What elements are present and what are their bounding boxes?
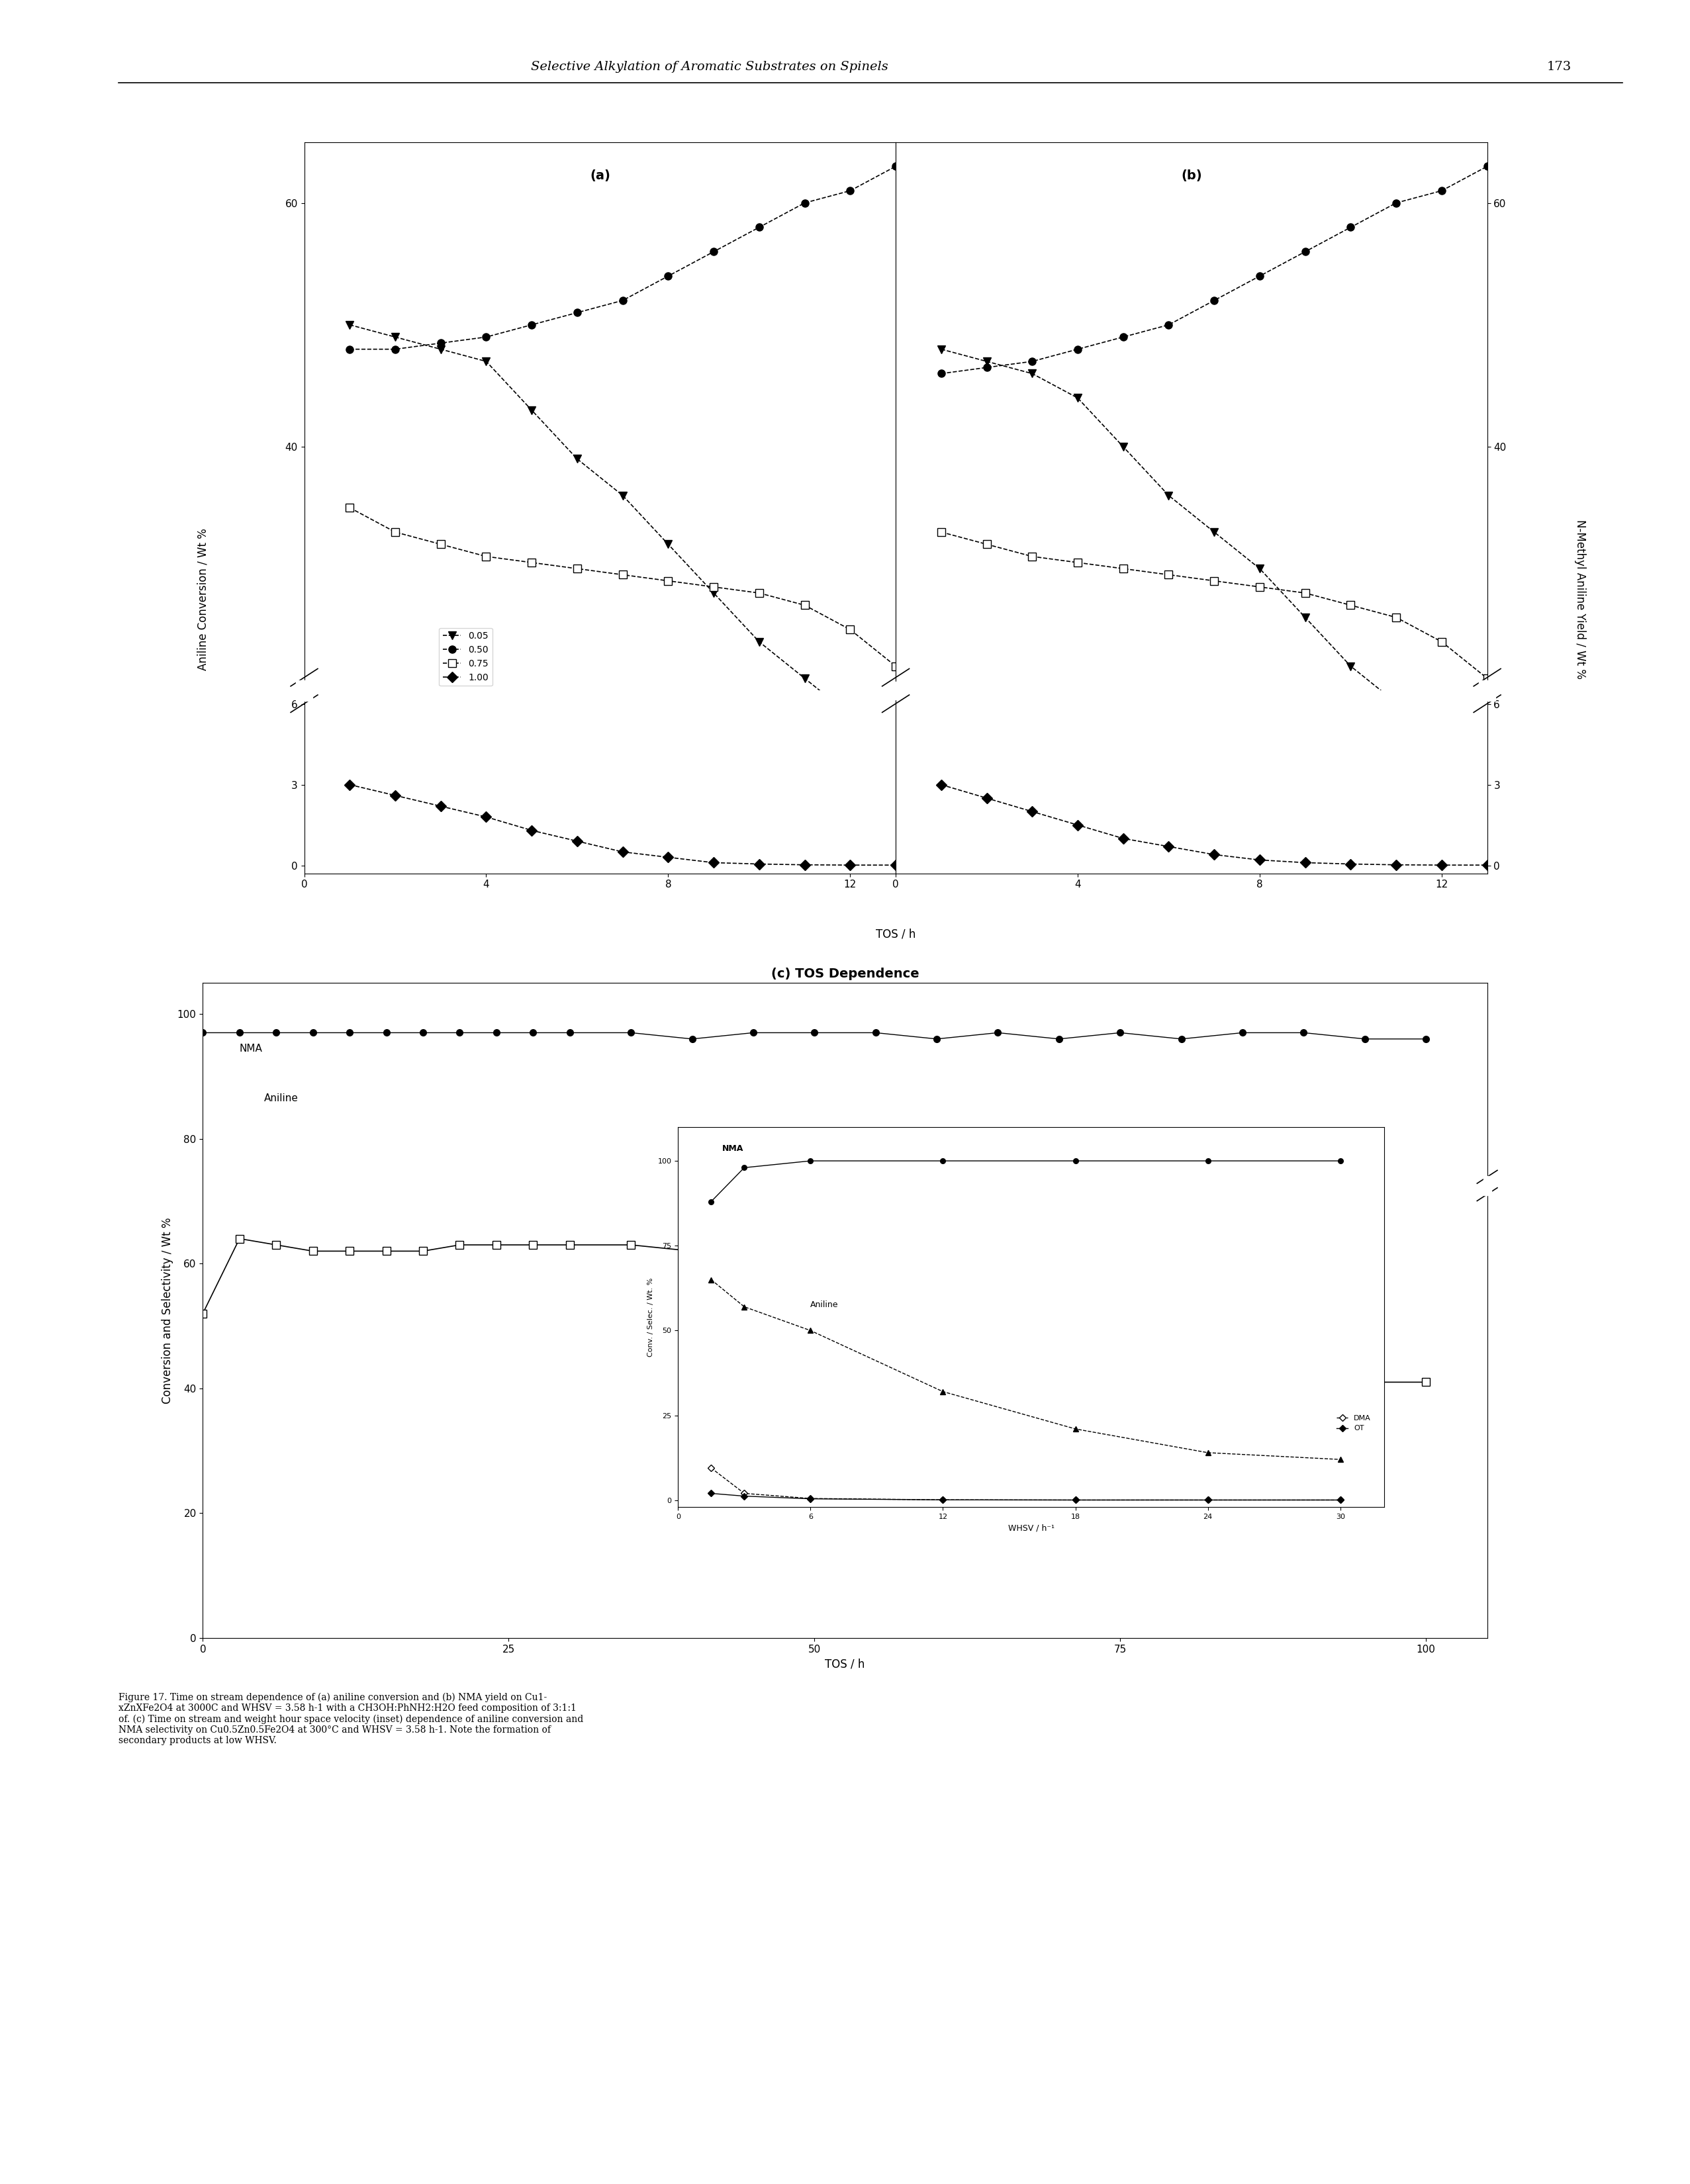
X-axis label: TOS / h: TOS / h [825, 1658, 865, 1671]
Text: Selective Alkylation of Aromatic Substrates on Spinels: Selective Alkylation of Aromatic Substra… [531, 61, 889, 72]
Text: NMA: NMA [240, 1044, 262, 1053]
Y-axis label: Conversion and Selectivity / Wt %: Conversion and Selectivity / Wt % [162, 1216, 174, 1404]
Title: (c) TOS Dependence: (c) TOS Dependence [771, 968, 919, 981]
Legend: 0.05, 0.50, 0.75, 1.00: 0.05, 0.50, 0.75, 1.00 [439, 627, 492, 686]
Text: N-Methyl Aniline Yield / Wt %: N-Methyl Aniline Yield / Wt % [1573, 520, 1587, 679]
Text: (b): (b) [1181, 170, 1202, 181]
Text: (a): (a) [590, 170, 610, 181]
Text: 173: 173 [1546, 61, 1572, 72]
Text: Aniline Conversion / Wt %: Aniline Conversion / Wt % [196, 529, 210, 670]
Text: Figure 17. Time on stream dependence of (a) aniline conversion and (b) NMA yield: Figure 17. Time on stream dependence of … [118, 1693, 583, 1745]
Text: TOS / h: TOS / h [875, 928, 916, 939]
Text: Aniline: Aniline [264, 1094, 299, 1103]
